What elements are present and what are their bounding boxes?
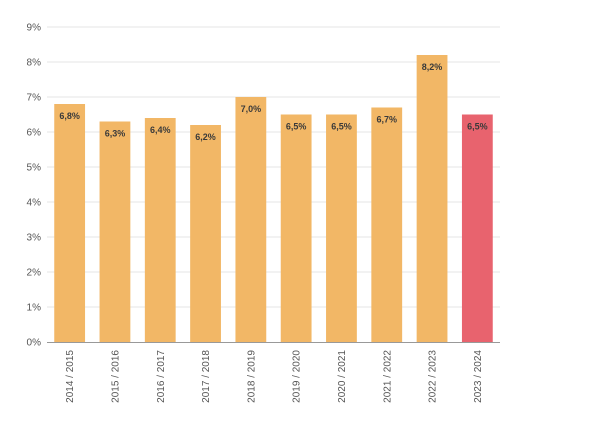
- bar: [416, 55, 448, 342]
- x-category-label: 2020 / 2021: [337, 350, 348, 403]
- data-label: 6,7%: [376, 115, 397, 125]
- bar: [371, 107, 403, 342]
- data-label: 6,5%: [467, 122, 488, 132]
- x-category-label: 2019 / 2020: [292, 350, 303, 403]
- y-tick-label: 6%: [27, 128, 42, 139]
- data-label: 7,0%: [241, 104, 262, 114]
- bar: [326, 114, 357, 342]
- bar: [235, 97, 267, 342]
- x-category-label: 2023 / 2024: [473, 350, 484, 403]
- y-tick-label: 2%: [27, 268, 42, 279]
- x-category-label: 2018 / 2019: [246, 350, 257, 403]
- x-category-label: 2016 / 2017: [156, 350, 167, 403]
- y-tick-label: 8%: [27, 58, 42, 69]
- data-label: 6,3%: [105, 129, 126, 139]
- bar: [280, 114, 312, 342]
- x-category-label: 2015 / 2016: [110, 350, 121, 403]
- data-label: 6,8%: [59, 111, 80, 121]
- x-category-label: 2014 / 2015: [65, 350, 76, 403]
- bar: [54, 104, 86, 342]
- x-axis-category-labels: 2014 / 2015 2015 / 2016 2016 / 2017 2017 / …: [65, 350, 484, 403]
- y-tick-label: 9%: [27, 23, 42, 34]
- data-label: 6,4%: [150, 125, 171, 135]
- data-label: 8,2%: [422, 62, 443, 72]
- y-axis-tick-labels: 0% 1% 2% 3% 4% 5% 6% 7% 8% 9%: [27, 23, 42, 349]
- bar: [461, 114, 493, 342]
- x-category-label: 2021 / 2022: [382, 350, 393, 403]
- bar: [144, 118, 176, 342]
- y-tick-label: 5%: [27, 163, 42, 174]
- y-tick-label: 0%: [27, 338, 42, 349]
- data-label: 6,5%: [331, 122, 352, 132]
- data-labels: 6,8% 6,3% 6,4% 6,2% 7,0% 6,5% 6,5% 6,7% 8,2% 6,5%: [59, 62, 487, 142]
- y-tick-label: 7%: [27, 93, 42, 104]
- y-tick-label: 4%: [27, 198, 42, 209]
- bar: [190, 125, 221, 342]
- data-label: 6,5%: [286, 122, 307, 132]
- y-tick-label: 1%: [27, 303, 42, 314]
- y-tick-label: 3%: [27, 233, 42, 244]
- bars: [54, 55, 493, 342]
- data-label: 6,2%: [195, 132, 216, 142]
- x-category-label: 2022 / 2023: [428, 350, 439, 403]
- bar: [99, 121, 131, 342]
- x-category-label: 2017 / 2018: [201, 350, 212, 403]
